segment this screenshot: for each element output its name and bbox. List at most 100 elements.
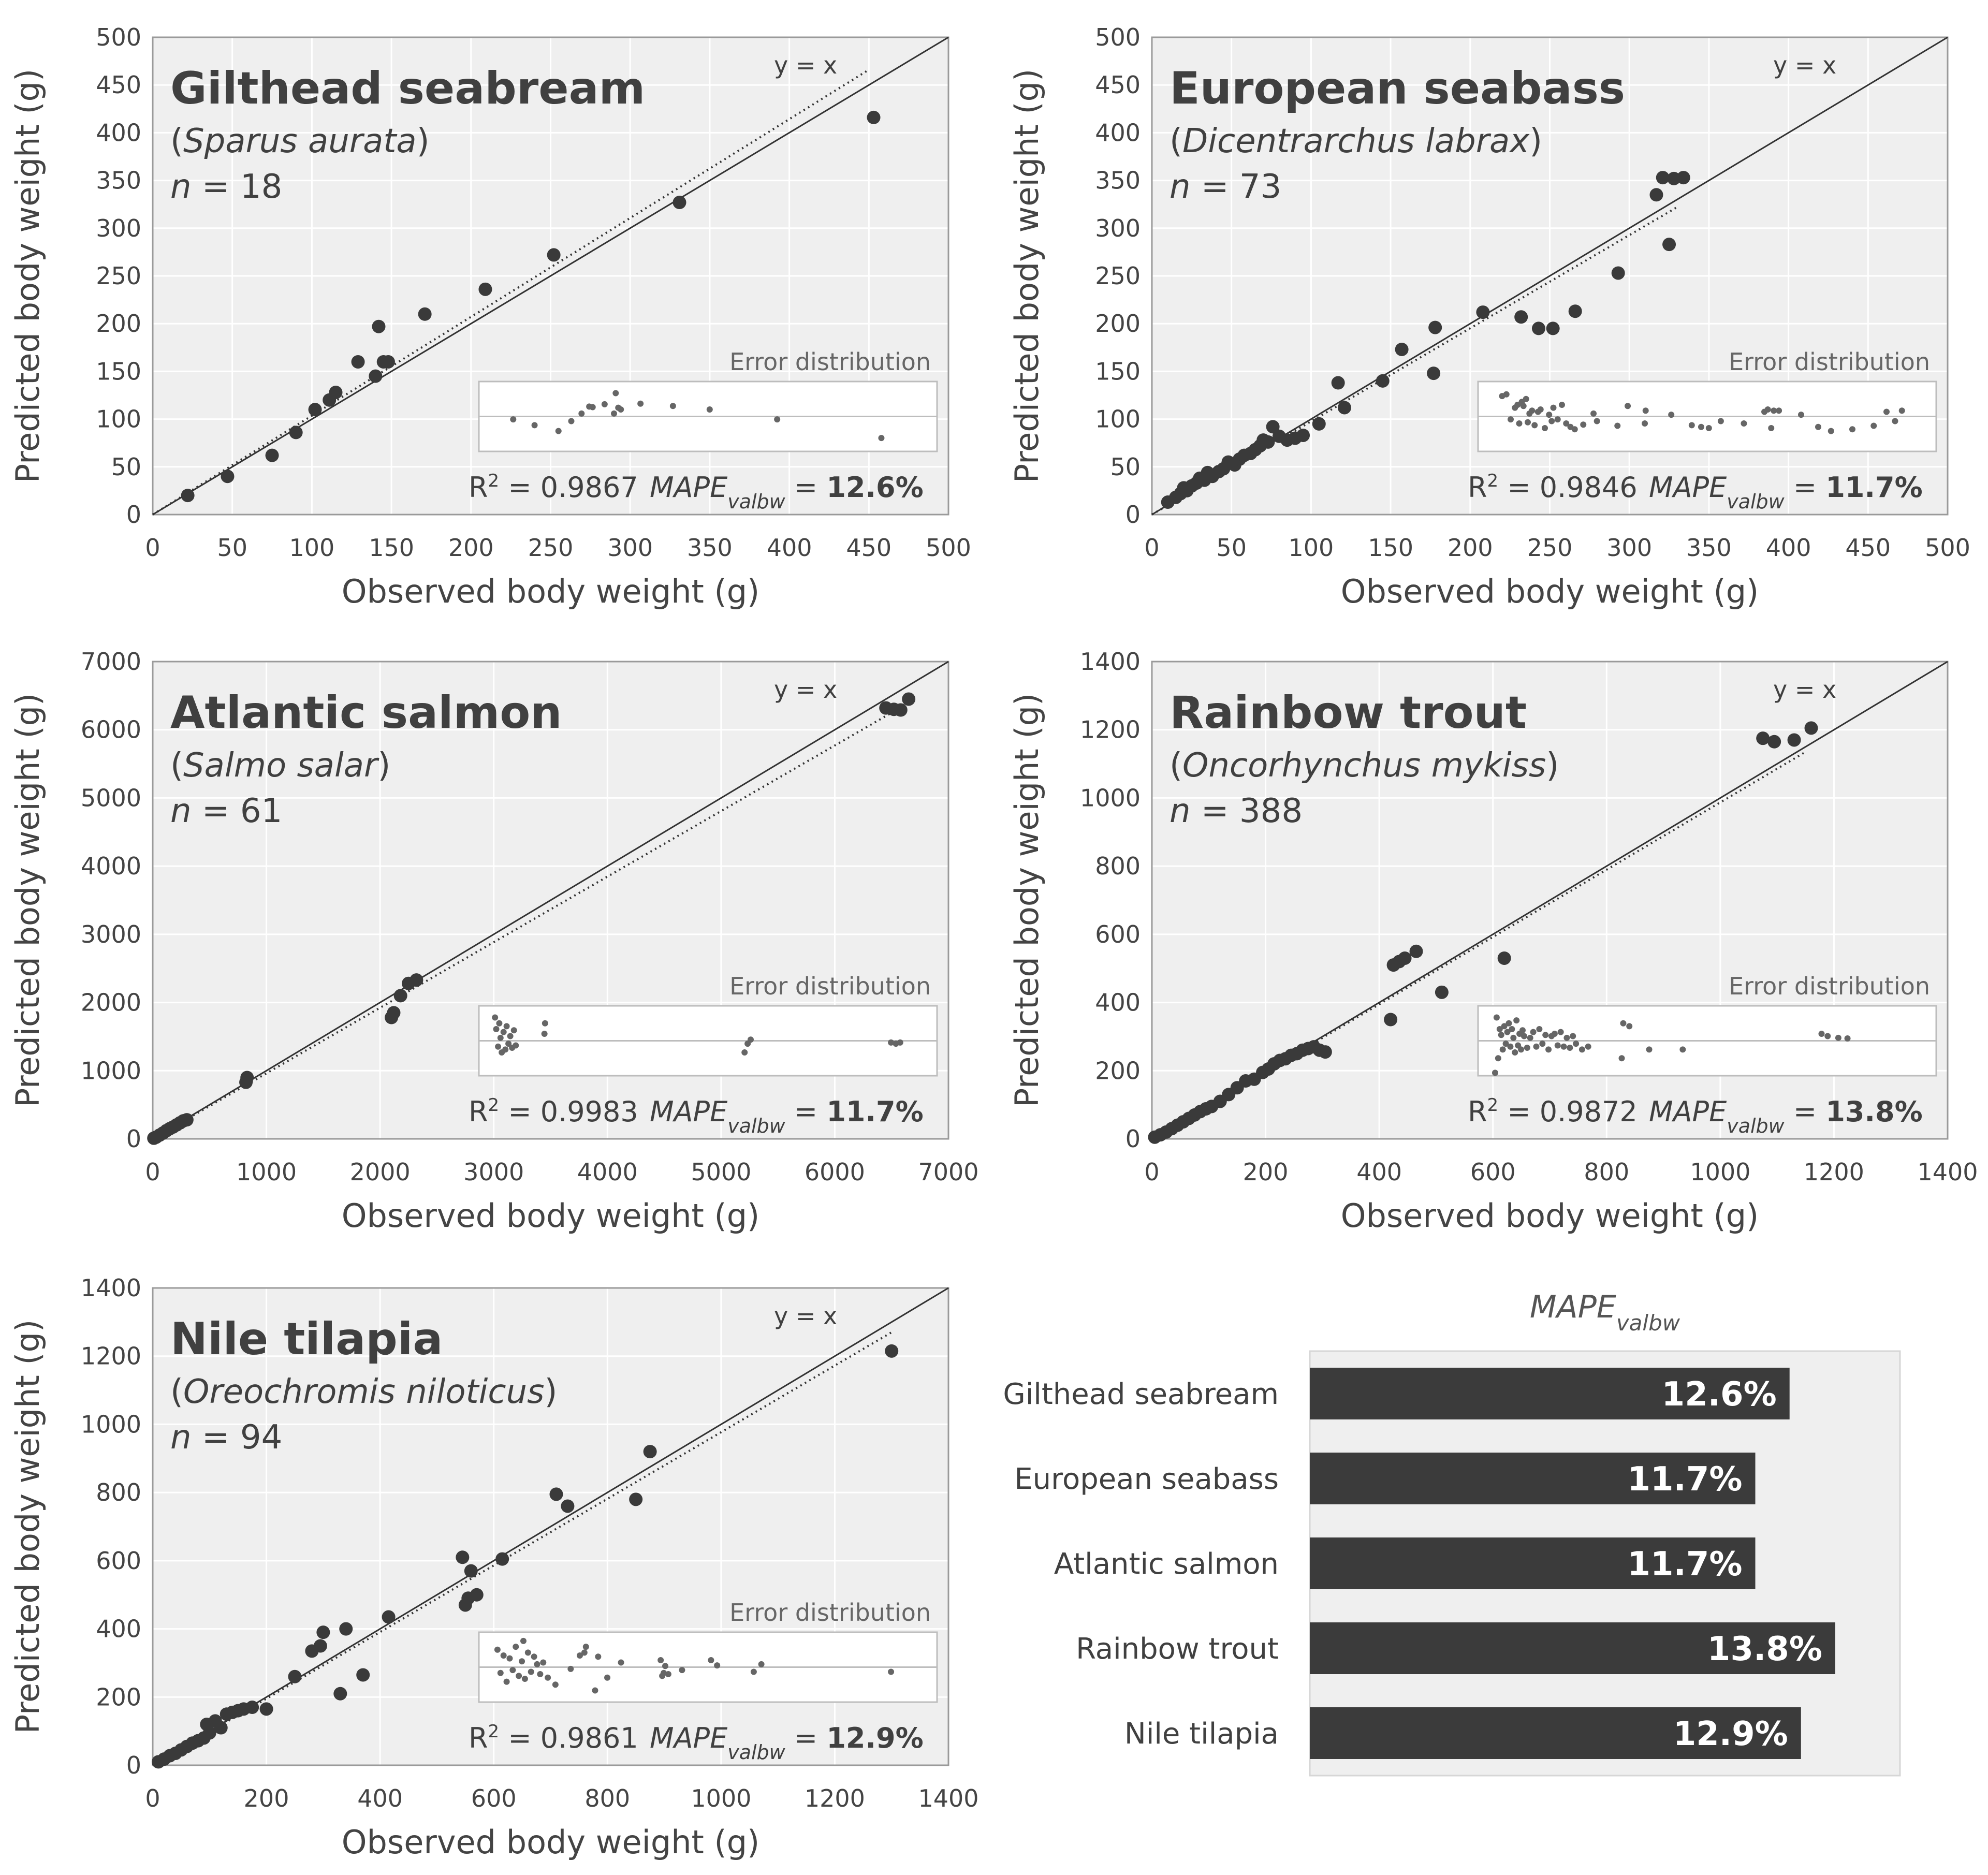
error-point: [604, 1674, 611, 1681]
error-point: [1519, 1027, 1526, 1034]
error-point: [1523, 395, 1529, 402]
error-point: [1798, 412, 1804, 418]
data-point: [1476, 305, 1490, 319]
data-point: [1398, 951, 1412, 965]
data-point: [1662, 238, 1676, 252]
error-point: [521, 1676, 528, 1682]
error-point: [505, 1041, 512, 1047]
error-point: [1642, 420, 1648, 427]
y-tick-label: 100: [96, 405, 141, 433]
y-tick-label: 1400: [81, 1274, 141, 1302]
error-point: [567, 1665, 574, 1672]
error-point: [1516, 420, 1523, 427]
y-tick-label: 300: [96, 214, 141, 242]
data-point: [561, 1499, 575, 1513]
error-point: [1594, 418, 1600, 424]
y-tick-label: 4000: [81, 852, 141, 880]
error-point: [497, 1669, 504, 1676]
y-tick-label: 400: [96, 1615, 141, 1643]
error-point: [774, 416, 781, 423]
identity-label: y = x: [1773, 51, 1836, 79]
mape-stat: MAPEvalbw = 12.6%: [650, 471, 924, 513]
error-point: [496, 1020, 503, 1027]
data-point: [289, 426, 303, 440]
error-distribution-label: Error distribution: [729, 972, 931, 1000]
scatter-panel-4: 0 200 400 600 800 1000 1200 1400 0 200 400 600 800 10…: [1008, 648, 1978, 1235]
error-point: [589, 404, 596, 411]
error-point: [1559, 402, 1565, 408]
error-point: [1620, 1020, 1627, 1027]
data-point: [1318, 1045, 1332, 1059]
error-point: [1898, 407, 1905, 414]
x-tick-label: 100: [289, 534, 334, 562]
data-point: [316, 1625, 330, 1639]
scatter-panel-5: 0 200 400 600 800 1000 1200 1400 0 200 400 600 800 10…: [9, 1274, 979, 1861]
error-point: [531, 422, 538, 429]
y-tick-label: 0: [1125, 1125, 1141, 1153]
error-point: [1580, 421, 1587, 428]
error-point: [714, 1662, 721, 1669]
y-tick-label: 1200: [1080, 716, 1141, 744]
data-point: [1266, 420, 1280, 434]
error-point: [592, 1687, 598, 1694]
identity-label: y = x: [774, 51, 837, 79]
x-tick-label: 3000: [463, 1158, 524, 1186]
error-point: [503, 1678, 510, 1685]
x-tick-label: 6000: [805, 1158, 865, 1186]
error-point: [519, 1658, 525, 1665]
error-distribution-label: Error distribution: [1729, 972, 1930, 1000]
data-point: [1384, 1013, 1398, 1027]
species-title: Atlantic salmon: [170, 687, 562, 739]
error-point: [1571, 426, 1578, 433]
data-point: [393, 989, 407, 1003]
trend-line: [1151, 751, 1806, 1140]
data-point: [369, 369, 383, 383]
error-point: [1625, 403, 1631, 409]
data-point: [629, 1492, 643, 1506]
error-point: [1573, 1041, 1580, 1047]
data-point: [1756, 731, 1770, 745]
data-point: [1497, 951, 1511, 965]
mape-stat: MAPEvalbw = 12.9%: [650, 1722, 924, 1764]
x-tick-label: 350: [1686, 534, 1732, 562]
error-distribution-label: Error distribution: [1729, 348, 1930, 376]
x-tick-label: 200: [1448, 534, 1493, 562]
error-point: [1741, 420, 1747, 427]
error-point: [679, 1667, 685, 1674]
error-point: [1499, 1046, 1506, 1053]
y-tick-label: 0: [126, 501, 141, 529]
x-tick-label: 200: [1243, 1158, 1289, 1186]
error-point: [541, 1031, 548, 1037]
error-point: [1883, 408, 1890, 415]
error-point: [1815, 423, 1821, 430]
error-point: [1668, 412, 1675, 418]
sample-size: n = 18: [170, 168, 282, 206]
error-point: [1870, 422, 1877, 429]
data-points: [151, 1344, 899, 1769]
species-title: European seabass: [1170, 63, 1625, 114]
data-point: [1296, 428, 1310, 442]
error-point: [1554, 1042, 1561, 1049]
x-tick-label: 600: [471, 1784, 517, 1812]
error-point: [1550, 404, 1557, 411]
x-tick-label: 800: [584, 1784, 630, 1812]
x-tick-label: 300: [607, 534, 653, 562]
x-tick-label: 250: [1527, 534, 1573, 562]
error-point: [1563, 420, 1570, 427]
bar-value-label: 12.6%: [1662, 1375, 1777, 1414]
data-point: [1427, 367, 1441, 380]
error-point: [618, 406, 624, 413]
x-tick-label: 0: [1144, 534, 1159, 562]
y-tick-label: 200: [1095, 310, 1141, 338]
identity-label: y = x: [774, 1302, 837, 1330]
x-tick-label: 400: [1766, 534, 1811, 562]
error-point: [1768, 425, 1775, 431]
error-point: [1618, 1055, 1625, 1062]
data-point: [547, 248, 561, 262]
error-point: [1530, 1029, 1537, 1035]
bar-value-label: 11.7%: [1627, 1460, 1742, 1499]
y-tick-label: 200: [1095, 1057, 1141, 1085]
x-tick-label: 1400: [918, 1784, 978, 1812]
error-point: [1536, 1026, 1543, 1032]
y-tick-label: 1000: [81, 1057, 141, 1085]
